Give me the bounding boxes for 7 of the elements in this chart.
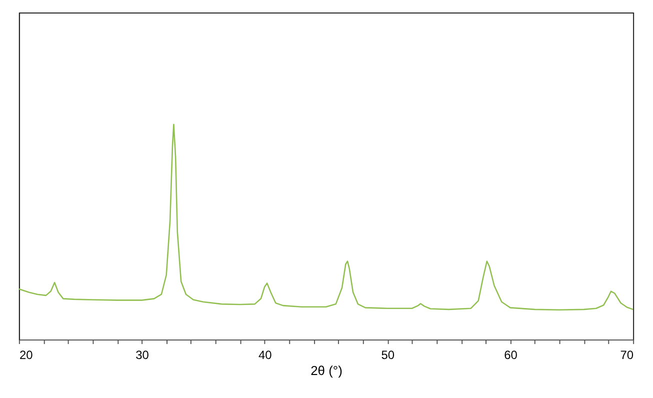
x-tick-label: 40 [258, 348, 272, 362]
x-tick-label: 60 [504, 348, 518, 362]
x-tick-label: 70 [620, 348, 634, 362]
x-tick-label: 20 [19, 348, 34, 362]
x-axis-title: 2θ (°) [310, 362, 342, 378]
x-tick-label: 30 [136, 348, 150, 362]
x-tick-label: 50 [381, 348, 395, 362]
